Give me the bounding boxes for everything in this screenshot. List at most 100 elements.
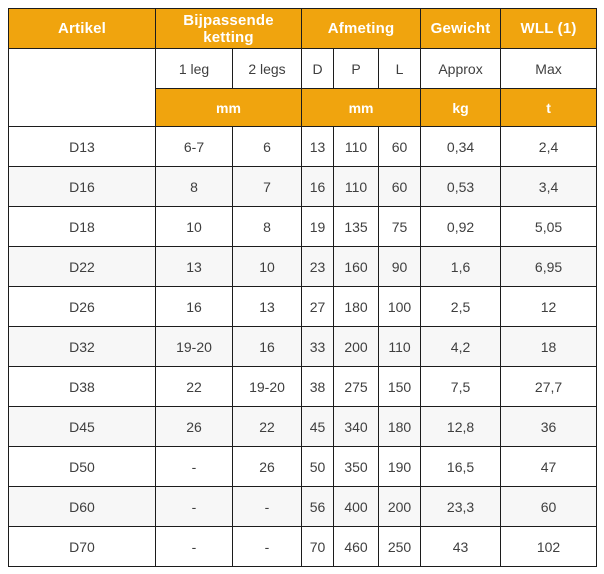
cell-weight-approx: 1,6 [420,246,502,287]
table-row: D60- -56 400 200 23,3 60 [8,486,598,527]
cell-chain-1leg: 16 [155,286,233,327]
cell-wll-max: 5,05 [500,206,598,247]
header-blank-cell [8,48,156,127]
cell-dim-l: 150 [378,366,422,407]
cell-dim-d: 56 [301,486,335,527]
header-wll: WLL (1) [500,8,598,49]
cell-wll-max: 27,7 [500,366,598,407]
cell-chain-2legs: 19-20 [231,366,303,407]
cell-weight-approx: 4,2 [420,326,502,367]
cell-wll-max: 3,4 [500,166,598,207]
cell-chain-2legs: 8 [231,206,303,247]
cell-weight-approx: 0,34 [420,126,502,167]
cell-dim-d: 27 [301,286,335,327]
cell-dim-p: 110 [333,126,380,167]
table-row: D18 10 8 19 135 75 0,92 5,05 [8,206,598,247]
cell-artikel: D26 [8,286,156,327]
cell-dim-d: 45 [301,406,335,447]
cell-weight-approx: 43 [420,526,502,567]
cell-weight-approx: 0,92 [420,206,502,247]
subheader-max: Max [500,48,598,89]
cell-dim-p: 180 [333,286,380,327]
table-row: D22 13 10 23 160 90 1,6 6,95 [8,246,598,287]
cell-dim-l: 190 [378,446,422,487]
cell-weight-approx: 7,5 [420,366,502,407]
unit-kg: kg [420,88,502,127]
cell-weight-approx: 0,53 [420,166,502,207]
cell-chain-2legs: 16 [231,326,303,367]
cell-artikel: D45 [8,406,156,447]
cell-wll-max: 102 [500,526,598,567]
cell-chain-2legs: - [231,486,303,527]
cell-dim-d: 23 [301,246,335,287]
cell-dim-p: 200 [333,326,380,367]
cell-dim-p: 110 [333,166,380,207]
subheader-1-leg: 1 leg [155,48,233,89]
header-artikel: Artikel [8,8,156,49]
cell-wll-max: 18 [500,326,598,367]
cell-dim-l: 200 [378,486,422,527]
cell-wll-max: 47 [500,446,598,487]
cell-chain-1leg: 22 [155,366,233,407]
cell-dim-l: 100 [378,286,422,327]
unit-mm-chain: mm [154,88,303,127]
cell-dim-d: 19 [301,206,335,247]
cell-chain-2legs: 6 [231,126,303,167]
cell-dim-p: 135 [333,206,380,247]
cell-dim-p: 400 [333,486,380,527]
header-group-row: Artikel Bijpassende ketting Afmeting Gew… [8,8,598,49]
cell-dim-l: 90 [378,246,422,287]
table-row: D45 26 22 45 340 180 12,8 36 [8,406,598,447]
cell-chain-2legs: - [231,526,303,567]
chain-spec-table: Artikel Bijpassende ketting Afmeting Gew… [8,8,598,567]
cell-weight-approx: 2,5 [420,286,502,327]
subheader-2-legs: 2 legs [231,48,303,89]
cell-artikel: D32 [8,326,156,367]
cell-dim-l: 60 [378,126,422,167]
cell-chain-1leg: 6-7 [155,126,233,167]
subheader-p: P [333,48,380,89]
cell-dim-d: 33 [301,326,335,367]
cell-dim-l: 250 [378,526,422,567]
cell-wll-max: 36 [500,406,598,447]
cell-chain-1leg: 10 [155,206,233,247]
cell-dim-d: 70 [301,526,335,567]
cell-artikel: D60 [8,486,156,527]
table-row: D16 8 7 16 110 60 0,53 3,4 [8,166,598,207]
header-afmeting: Afmeting [301,8,422,49]
unit-t: t [500,88,598,127]
cell-chain-1leg: 19-20 [155,326,233,367]
cell-artikel: D38 [8,366,156,407]
cell-chain-1leg: - [155,526,233,567]
cell-wll-max: 6,95 [500,246,598,287]
table-row: D50-26 50 350 190 16,5 47 [8,446,598,487]
subheader-d: D [301,48,335,89]
table-row: D70- -70 460 250 43 102 [8,526,598,567]
cell-dim-p: 350 [333,446,380,487]
cell-chain-1leg: - [155,486,233,527]
table-header: Artikel Bijpassende ketting Afmeting Gew… [8,8,598,127]
table-body: D13 6-7 6 13 110 60 0,34 2,4 D16 8 7 16 110 60 0,53 3,4… [8,126,598,567]
header-gewicht: Gewicht [420,8,502,49]
cell-artikel: D50 [8,446,156,487]
cell-chain-1leg: - [155,446,233,487]
cell-chain-1leg: 8 [155,166,233,207]
cell-dim-p: 160 [333,246,380,287]
subheader-approx: Approx [420,48,502,89]
cell-dim-p: 460 [333,526,380,567]
cell-weight-approx: 23,3 [420,486,502,527]
cell-dim-d: 50 [301,446,335,487]
cell-artikel: D22 [8,246,156,287]
table-row: D13 6-7 6 13 110 60 0,34 2,4 [8,126,598,167]
subheader-l: L [378,48,422,89]
subheader-row: 1 leg 2 legs D P L Approx Max [8,48,598,127]
cell-dim-p: 275 [333,366,380,407]
cell-chain-2legs: 22 [231,406,303,447]
unit-row: mm mm kg t [9,88,598,127]
cell-artikel: D13 [8,126,156,167]
cell-artikel: D70 [8,526,156,567]
cell-dim-l: 180 [378,406,422,447]
table-row: D26 16 13 27 180 100 2,5 12 [8,286,598,327]
cell-wll-max: 60 [500,486,598,527]
